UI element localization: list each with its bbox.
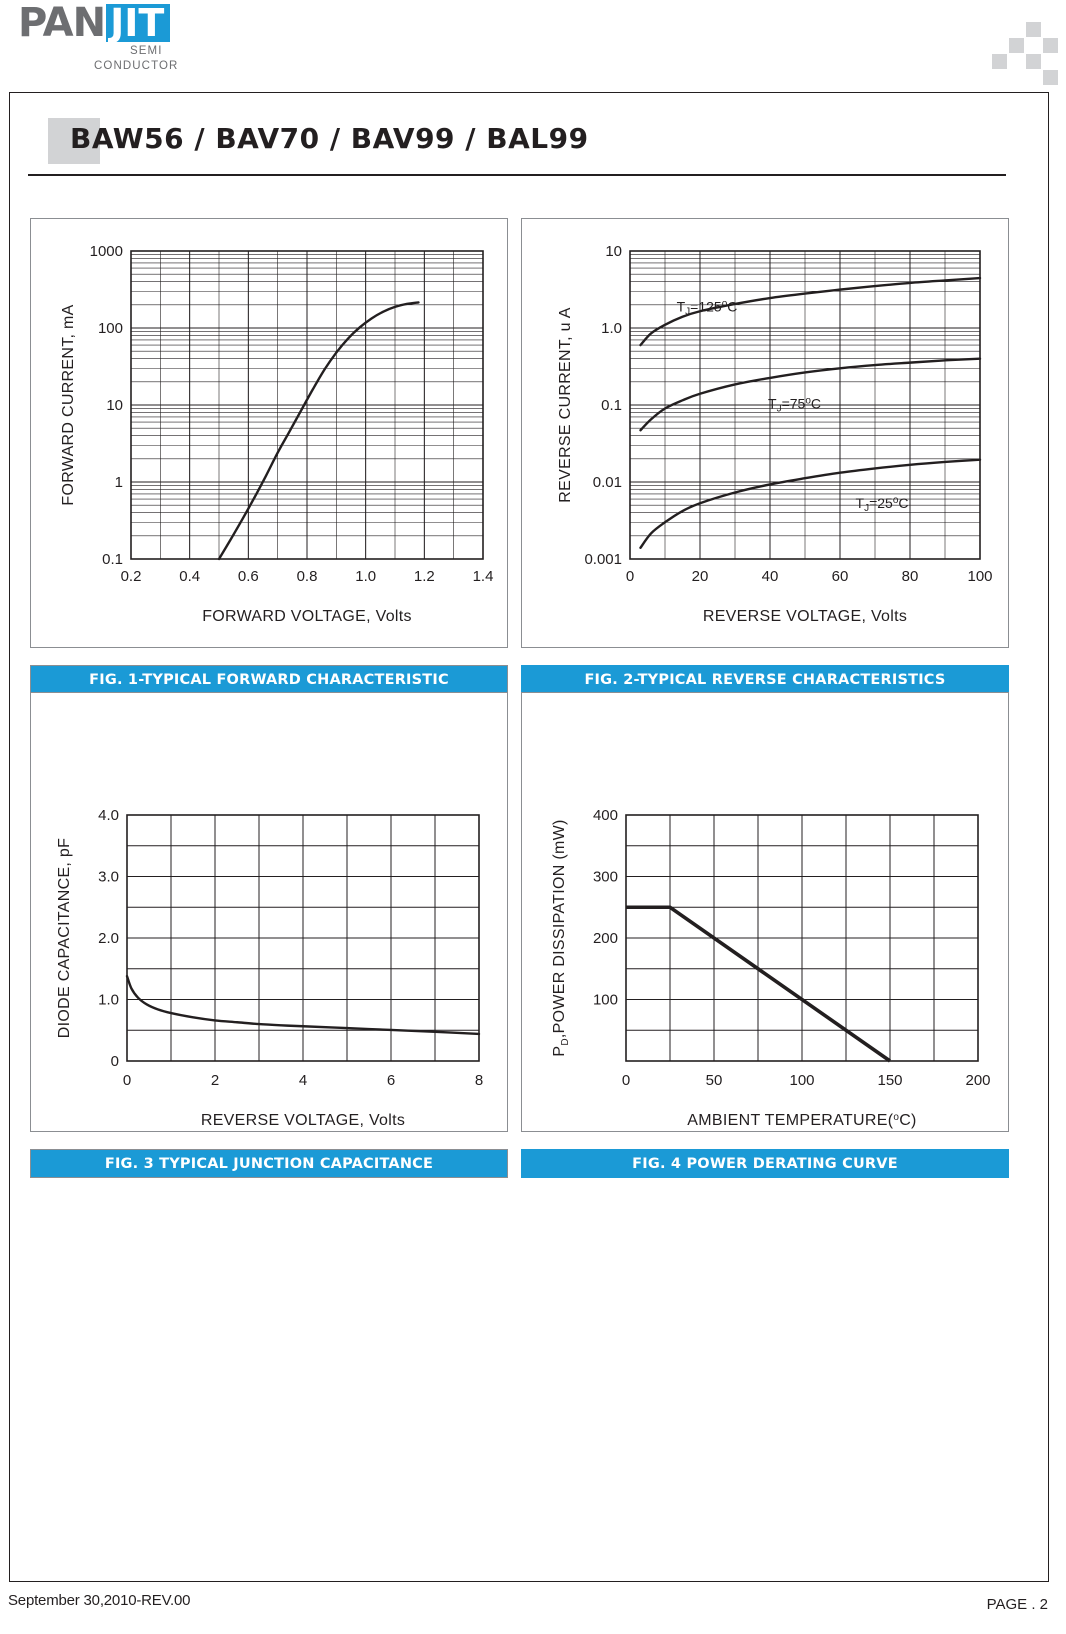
logo-subtitle-conductor: CONDUCTOR: [94, 60, 179, 72]
svg-text:1.0: 1.0: [355, 568, 376, 585]
logo-subtitle-semi: SEMI: [130, 45, 163, 57]
svg-text:0.2: 0.2: [121, 568, 142, 585]
svg-text:60: 60: [832, 568, 849, 585]
svg-text:1.4: 1.4: [473, 568, 494, 585]
svg-text:1.0: 1.0: [601, 320, 622, 337]
svg-text:10: 10: [106, 397, 123, 414]
svg-text:0: 0: [111, 1053, 119, 1070]
svg-text:DIODE CAPACITANCE, pF: DIODE CAPACITANCE, pF: [56, 838, 73, 1038]
svg-text:2: 2: [211, 1072, 219, 1089]
svg-text:200: 200: [965, 1072, 990, 1089]
svg-text:100: 100: [593, 992, 618, 1009]
svg-text:0.4: 0.4: [179, 568, 200, 585]
figure-1-chart: 0.1 1 10 100 1000 0.2 0.4 0.6 0.8 1.0 1.2 1.4 FORWAR…: [60, 243, 494, 625]
figure-3-chart: 0 1.0 2.0 3.0 4.0 0 2 4 6 8 DIODE CAPACITANCE, pF R…: [56, 807, 483, 1129]
title-accent-swatch: [48, 118, 100, 164]
figure-2-caption: FIG. 2-TYPICAL REVERSE CHARACTERISTICS: [521, 665, 1009, 694]
svg-text:TJ=75oC: TJ=75oC: [768, 395, 821, 414]
brand-logo: PAN JIT SEMI CONDUCTOR: [18, 0, 218, 76]
figure-1-panel: 0.1 1 10 100 1000 0.2 0.4 0.6 0.8 1.0 1.2 1.4 FORWAR…: [30, 218, 508, 694]
svg-text:FORWARD VOLTAGE, Volts: FORWARD VOLTAGE, Volts: [202, 608, 412, 625]
logo-wordmark: PAN JIT: [18, 0, 171, 46]
svg-text:TJ=25oC: TJ=25oC: [856, 495, 909, 514]
svg-text:0.1: 0.1: [102, 551, 123, 568]
svg-text:0.1: 0.1: [601, 397, 622, 414]
svg-text:4.0: 4.0: [98, 807, 119, 824]
svg-text:1.2: 1.2: [414, 568, 435, 585]
svg-text:100: 100: [789, 1072, 814, 1089]
page-border: [9, 92, 1049, 1582]
svg-text:REVERSE VOLTAGE, Volts: REVERSE VOLTAGE, Volts: [703, 608, 907, 625]
logo-badge-jit: JIT: [106, 1, 171, 45]
figure-1-caption: FIG. 1-TYPICAL FORWARD CHARACTERISTIC: [30, 665, 508, 694]
svg-text:REVERSE CURRENT, u A: REVERSE CURRENT, u A: [557, 307, 574, 502]
page-title: BAW56 / BAV70 / BAV99 / BAL99: [70, 122, 589, 155]
figure-2-plot-area: 0.001 0.01 0.1 1.0 10 0 20 40 60 80 100 REVERSE CUR…: [521, 218, 1009, 648]
svg-text:40: 40: [762, 568, 779, 585]
svg-text:8: 8: [475, 1072, 483, 1089]
svg-text:0: 0: [622, 1072, 630, 1089]
logo-text-jit: JIT: [110, 1, 165, 45]
svg-text:3.0: 3.0: [98, 869, 119, 886]
footer-page-number: PAGE . 2: [986, 1596, 1048, 1613]
svg-text:FORWARD CURRENT, mA: FORWARD CURRENT, mA: [60, 304, 77, 505]
figure-3-panel: 0 1.0 2.0 3.0 4.0 0 2 4 6 8 DIODE CAPACITANCE, pF R…: [30, 692, 508, 1178]
svg-text:10: 10: [605, 243, 622, 260]
svg-text:0: 0: [123, 1072, 131, 1089]
svg-text:4: 4: [299, 1072, 307, 1089]
decorative-checker-pattern: [992, 22, 1058, 85]
title-divider: [28, 174, 1006, 176]
svg-text:300: 300: [593, 869, 618, 886]
footer-date-revision: September 30,2010-REV.00: [8, 1592, 191, 1609]
svg-text:200: 200: [593, 930, 618, 947]
page-title-row: BAW56 / BAV70 / BAV99 / BAL99: [48, 118, 1008, 164]
svg-text:150: 150: [877, 1072, 902, 1089]
svg-text:80: 80: [902, 568, 919, 585]
svg-text:50: 50: [706, 1072, 723, 1089]
svg-text:20: 20: [692, 568, 709, 585]
svg-text:REVERSE VOLTAGE, Volts: REVERSE VOLTAGE, Volts: [201, 1112, 405, 1129]
svg-text:0.001: 0.001: [584, 551, 622, 568]
svg-text:100: 100: [967, 568, 992, 585]
svg-text:AMBIENT TEMPERATURE(oC): AMBIENT TEMPERATURE(oC): [687, 1112, 916, 1129]
svg-text:0.8: 0.8: [297, 568, 318, 585]
svg-text:400: 400: [593, 807, 618, 824]
svg-text:6: 6: [387, 1072, 395, 1089]
figure-3-plot-area: 0 1.0 2.0 3.0 4.0 0 2 4 6 8 DIODE CAPACITANCE, pF R…: [30, 692, 508, 1132]
figure-1-plot-area: 0.1 1 10 100 1000 0.2 0.4 0.6 0.8 1.0 1.2 1.4 FORWAR…: [30, 218, 508, 648]
svg-text:2.0: 2.0: [98, 930, 119, 947]
svg-text:TJ=125oC: TJ=125oC: [677, 299, 738, 318]
figure-4-panel: 100 200 300 400 0 50 100 150 200 PD,POWER DISSIPA…: [521, 692, 1009, 1178]
figure-4-caption: FIG. 4 POWER DERATING CURVE: [521, 1149, 1009, 1178]
svg-text:PD,POWER DISSIPATION (mW): PD,POWER DISSIPATION (mW): [551, 819, 571, 1056]
logo-text-pan: PAN: [18, 0, 106, 46]
figure-4-plot-area: 100 200 300 400 0 50 100 150 200 PD,POWER DISSIPA…: [521, 692, 1009, 1132]
svg-text:1: 1: [115, 474, 123, 491]
svg-text:0.6: 0.6: [238, 568, 259, 585]
svg-text:0: 0: [626, 568, 634, 585]
svg-text:100: 100: [98, 320, 123, 337]
svg-text:1.0: 1.0: [98, 992, 119, 1009]
svg-text:1000: 1000: [90, 243, 123, 260]
figure-2-panel: 0.001 0.01 0.1 1.0 10 0 20 40 60 80 100 REVERSE CUR…: [521, 218, 1009, 694]
figure-3-caption: FIG. 3 TYPICAL JUNCTION CAPACITANCE: [30, 1149, 508, 1178]
figure-4-chart: 100 200 300 400 0 50 100 150 200 PD,POWER DISSIPA…: [551, 807, 991, 1129]
svg-text:0.01: 0.01: [593, 474, 622, 491]
